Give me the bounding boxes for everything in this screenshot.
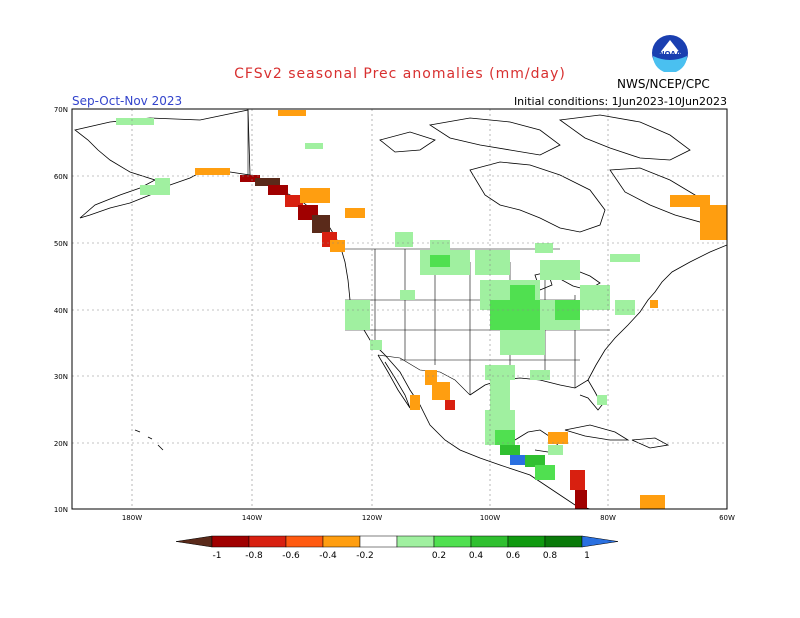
colorbar-arrow-low [175, 535, 213, 548]
svg-text:NOAA: NOAA [659, 50, 682, 58]
lat-label-70n: 70N [54, 106, 68, 114]
colorbar-swatch [211, 535, 250, 548]
agency-label: NWS/NCEP/CPC [617, 77, 710, 91]
lat-label-50n: 50N [54, 240, 68, 248]
colorbar-tick-label: 1 [584, 551, 590, 561]
colorbar-swatch [322, 535, 361, 548]
colorbar-tick-label: 0.2 [432, 551, 446, 561]
colorbar-tick-label: -1 [213, 551, 222, 561]
season-label: Sep-Oct-Nov 2023 [72, 94, 183, 108]
lon-label-180w: 180W [122, 514, 142, 522]
map-title: CFSv2 seasonal Prec anomalies (mm/day) [234, 66, 566, 82]
colorbar-tick-label: -0.4 [319, 551, 337, 561]
colorbar-arrow-high [581, 535, 619, 548]
map-frame [71, 108, 728, 510]
lat-label-20n: 20N [54, 440, 68, 448]
colorbar-swatch [396, 535, 435, 548]
grid [72, 109, 727, 509]
initial-conditions-label: Initial conditions: 1Jun2023-10Jun2023 [513, 95, 727, 108]
colorbar: -1 -0.8 -0.6 -0.4 -0.2 0.2 0.4 0.6 0.8 1 [175, 535, 619, 561]
lon-label-140w: 140W [242, 514, 262, 522]
colorbar-tick-label: 0.8 [543, 551, 558, 561]
noaa-logo-icon: NOAA [652, 35, 688, 72]
colorbar-tick-label: 0.4 [469, 551, 484, 561]
colorbar-swatch [248, 535, 287, 548]
lat-label-30n: 30N [54, 373, 68, 381]
lon-label-120w: 120W [362, 514, 382, 522]
colorbar-swatch [433, 535, 472, 548]
colorbar-tick-label: -0.8 [245, 551, 263, 561]
colorbar-swatch [470, 535, 509, 548]
lon-label-80w: 80W [600, 514, 616, 522]
colorbar-tick-label: 0.6 [506, 551, 521, 561]
lat-label-40n: 40N [54, 307, 68, 315]
colorbar-tick-label: -0.6 [282, 551, 300, 561]
lon-label-60w: 60W [719, 514, 735, 522]
colorbar-tick-label: -0.2 [356, 551, 374, 561]
anomaly-cells [116, 110, 727, 509]
lon-label-100w: 100W [480, 514, 500, 522]
lat-label-60n: 60N [54, 173, 68, 181]
colorbar-swatch [285, 535, 324, 548]
colorbar-swatch [544, 535, 583, 548]
lat-label-10n: 10N [54, 506, 68, 514]
colorbar-swatch [507, 535, 546, 548]
colorbar-swatch [359, 535, 398, 548]
